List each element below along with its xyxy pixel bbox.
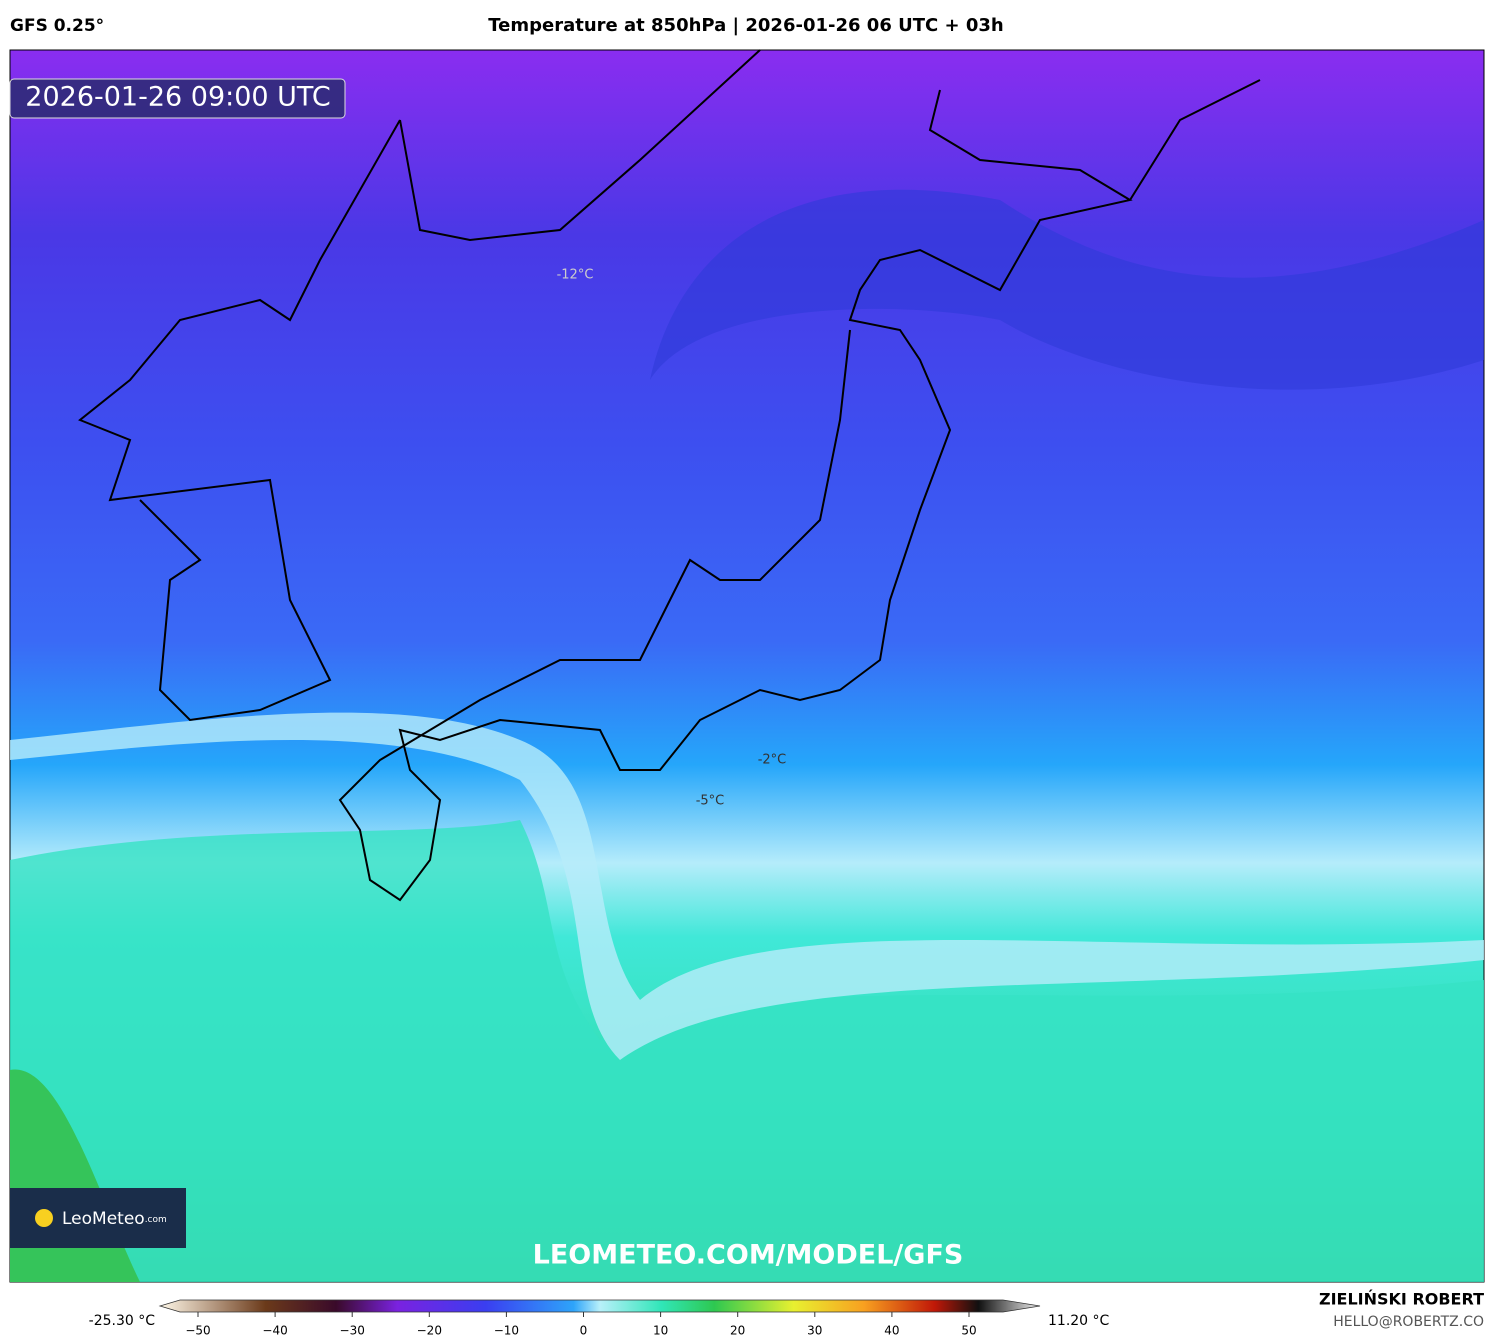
colorbar-ramp: [158, 1299, 1041, 1313]
colorbar-max: 11.20 °C: [1048, 1313, 1110, 1329]
colorbar-tick-label: −10: [494, 1324, 519, 1338]
colorbar-min: -25.30 °C: [89, 1313, 156, 1329]
colorbar-tick-label: 0: [580, 1324, 588, 1338]
logo-sun: [35, 1209, 53, 1227]
colorbar-tick-label: −20: [417, 1324, 442, 1338]
contour-label: -2°C: [758, 753, 787, 768]
colorbar-tick-label: 20: [730, 1324, 745, 1338]
contour-label: -5°C: [696, 794, 725, 809]
map: 2026-01-26 09:00 UTC -12°C -2°C -5°C LEO…: [9, 49, 1485, 1283]
warm-area: [10, 820, 1484, 1282]
timestamp-box: [9, 78, 346, 119]
watermark: LEOMETEO.COM/MODEL/GFS: [533, 1240, 964, 1271]
colorbar-tick-label: −30: [340, 1324, 365, 1338]
coast-japan: [338, 89, 1133, 902]
cold-area: [650, 189, 1484, 390]
near-zero-band: [10, 712, 1484, 1060]
colorbar-tick-label: 10: [653, 1324, 668, 1338]
logo-text: LeoMeteo.com: [62, 1209, 167, 1229]
colorbar-tick-label: 30: [807, 1324, 822, 1338]
logo-name: LeoMeteo: [62, 1209, 145, 1229]
model-label: GFS 0.25°: [10, 16, 104, 36]
colorbar: -25.30 °C 11.20 °C −50 −40 −30 −20 −10 0 10 20 3…: [89, 1299, 1110, 1338]
map-title: Temperature at 850hPa | 2026-01-26 06 UT…: [488, 15, 1003, 36]
timestamp: 2026-01-26 09:00 UTC: [25, 82, 330, 113]
logo-suffix: .com: [145, 1215, 167, 1225]
email: HELLO@ROBERTZ.CO: [1333, 1314, 1484, 1330]
colorbar-tick-label: 40: [884, 1324, 899, 1338]
coast-korea: [78, 119, 401, 722]
coast-mainland: [399, 49, 761, 242]
colorbar-tick-label: −50: [185, 1324, 210, 1338]
coastlines: [78, 49, 1261, 902]
coast-kurils: [1129, 79, 1261, 201]
contour-label: -12°C: [557, 268, 594, 283]
colorbar-tick-label: 50: [961, 1324, 976, 1338]
author: ZIELIŃSKI ROBERT: [1319, 1290, 1484, 1309]
colorbar-tick-label: −40: [262, 1324, 287, 1338]
